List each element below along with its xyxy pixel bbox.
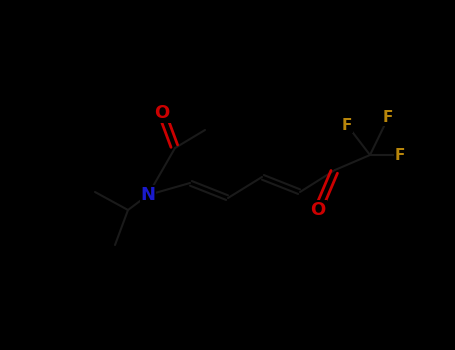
Text: F: F bbox=[383, 111, 393, 126]
Text: N: N bbox=[141, 186, 156, 204]
Text: O: O bbox=[154, 104, 170, 122]
Text: F: F bbox=[342, 118, 352, 133]
Text: F: F bbox=[395, 147, 405, 162]
Text: O: O bbox=[310, 201, 326, 219]
